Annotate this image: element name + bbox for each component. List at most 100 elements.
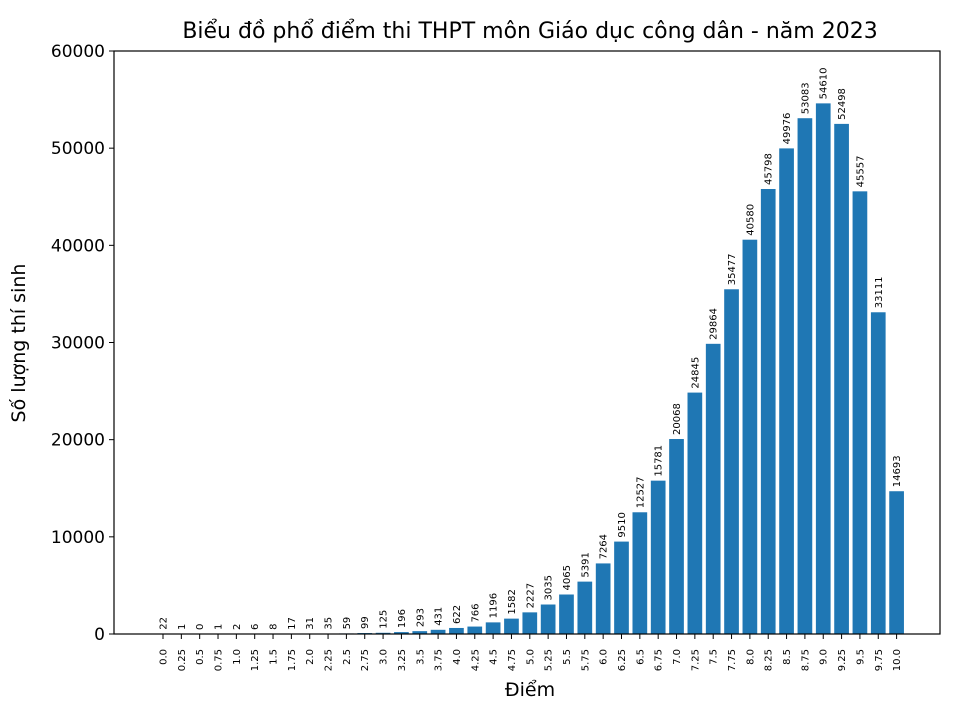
data-label: 4065 bbox=[562, 565, 573, 590]
x-tick-label: 6.25 bbox=[617, 649, 628, 671]
bar-4.75 bbox=[504, 618, 519, 634]
x-tick-label: 2.75 bbox=[360, 649, 371, 671]
x-tick-label: 7.75 bbox=[727, 649, 738, 671]
x-tick-label: 3.5 bbox=[415, 649, 426, 665]
bar-5.25 bbox=[540, 604, 556, 634]
x-tick-label: 3.0 bbox=[379, 649, 390, 665]
bar-9.75 bbox=[870, 312, 886, 634]
bar-5.5 bbox=[559, 594, 574, 634]
bar-8.0 bbox=[742, 239, 758, 634]
x-tick-label: 0.0 bbox=[159, 649, 170, 665]
data-label: 196 bbox=[397, 609, 408, 628]
data-label: 431 bbox=[434, 607, 445, 626]
data-label: 35477 bbox=[727, 253, 738, 285]
x-tick-label: 9.25 bbox=[837, 649, 848, 671]
data-label: 40580 bbox=[745, 204, 756, 236]
data-label: 14693 bbox=[892, 455, 903, 487]
bar-9.5 bbox=[852, 191, 868, 634]
x-tick-label: 3.25 bbox=[397, 649, 408, 671]
x-tick-label: 10.0 bbox=[892, 649, 903, 671]
x-tick-label: 1.5 bbox=[269, 649, 280, 665]
x-tick-label: 6.75 bbox=[654, 649, 665, 671]
plot-frame bbox=[113, 50, 941, 635]
bar-5.0 bbox=[522, 612, 538, 634]
y-tick-label: 10000 bbox=[51, 528, 105, 548]
x-tick-label: 1.75 bbox=[287, 649, 298, 671]
data-label: 9510 bbox=[617, 512, 628, 537]
data-label: 293 bbox=[415, 608, 426, 627]
y-tick-label: 40000 bbox=[51, 236, 105, 256]
y-tick-label: 20000 bbox=[51, 431, 105, 451]
data-label: 59 bbox=[342, 617, 353, 630]
data-label: 33111 bbox=[874, 276, 885, 308]
data-label: 766 bbox=[470, 603, 481, 622]
x-tick-label: 6.5 bbox=[635, 649, 646, 665]
x-tick-label: 5.5 bbox=[562, 649, 573, 665]
bar-9.0 bbox=[815, 103, 831, 635]
data-label: 49976 bbox=[782, 113, 793, 145]
x-tick-label: 1.25 bbox=[250, 649, 261, 671]
data-label: 99 bbox=[360, 616, 371, 629]
bar-6.0 bbox=[595, 563, 611, 634]
data-label: 2227 bbox=[525, 583, 536, 608]
x-tick-label: 4.25 bbox=[470, 649, 481, 671]
bar-6.25 bbox=[614, 541, 629, 634]
bar-7.0 bbox=[669, 439, 684, 634]
x-tick-label: 7.5 bbox=[709, 649, 720, 665]
data-label: 5391 bbox=[580, 552, 591, 577]
y-tick-label: 60000 bbox=[51, 42, 105, 62]
x-axis-label: Điểm bbox=[505, 679, 555, 701]
x-tick-label: 7.0 bbox=[672, 649, 683, 665]
x-tick-label: 3.75 bbox=[434, 649, 445, 671]
x-tick-label: 4.5 bbox=[489, 649, 500, 665]
data-label: 45798 bbox=[764, 153, 775, 185]
bar-3.5 bbox=[412, 631, 428, 634]
bar-4.0 bbox=[449, 627, 464, 634]
data-label: 1 bbox=[214, 624, 225, 630]
x-tick-label: 9.75 bbox=[874, 649, 885, 671]
x-tick-label: 1.0 bbox=[232, 649, 243, 665]
data-label: 22 bbox=[159, 617, 170, 630]
data-label: 53083 bbox=[800, 82, 811, 114]
x-tick-label: 4.0 bbox=[452, 649, 463, 665]
bar-5.75 bbox=[577, 581, 593, 634]
data-label: 0 bbox=[195, 624, 206, 630]
data-label: 622 bbox=[452, 605, 463, 624]
data-label: 6 bbox=[250, 624, 261, 630]
chart-title: Biểu đồ phổ điểm thi THPT môn Giáo dục c… bbox=[182, 19, 877, 44]
bar-6.75 bbox=[650, 480, 666, 634]
y-tick-label: 0 bbox=[94, 625, 105, 645]
data-label: 35 bbox=[324, 617, 335, 630]
data-label: 17 bbox=[287, 617, 298, 630]
data-label: 1 bbox=[177, 624, 188, 630]
x-tick-label: 0.75 bbox=[214, 649, 225, 671]
bar-10.0 bbox=[889, 491, 904, 634]
x-tick-label: 5.0 bbox=[525, 649, 536, 665]
x-tick-label: 8.75 bbox=[800, 649, 811, 671]
data-label: 15781 bbox=[654, 445, 665, 477]
bar-7.5 bbox=[705, 343, 721, 634]
bar-4.5 bbox=[485, 622, 501, 634]
x-tick-label: 2.0 bbox=[305, 649, 316, 665]
x-tick-label: 5.75 bbox=[580, 649, 591, 671]
x-tick-label: 9.5 bbox=[855, 649, 866, 665]
x-tick-label: 8.25 bbox=[764, 649, 775, 671]
data-label: 45557 bbox=[855, 156, 866, 188]
x-tick-label: 4.75 bbox=[507, 649, 518, 671]
bar-9.25 bbox=[834, 123, 849, 634]
bar-4.25 bbox=[467, 626, 483, 634]
y-axis-label: Số lượng thí sinh bbox=[8, 264, 30, 423]
data-label: 125 bbox=[379, 610, 390, 629]
bar-3.75 bbox=[430, 629, 446, 634]
x-tick-label: 6.0 bbox=[599, 649, 610, 665]
data-label: 1196 bbox=[489, 593, 500, 618]
bar-6.5 bbox=[632, 512, 648, 634]
data-label: 52498 bbox=[837, 88, 848, 120]
data-labels-group: 22 1 0 1 2 6 8 17 31 35 59 99 125 196 293 431 622 766 1196… bbox=[159, 68, 904, 630]
data-label: 54610 bbox=[819, 68, 830, 100]
bar-3.25 bbox=[394, 632, 409, 634]
x-tick-label: 2.5 bbox=[342, 649, 353, 665]
data-label: 29864 bbox=[709, 308, 720, 340]
data-label: 20068 bbox=[672, 403, 683, 435]
